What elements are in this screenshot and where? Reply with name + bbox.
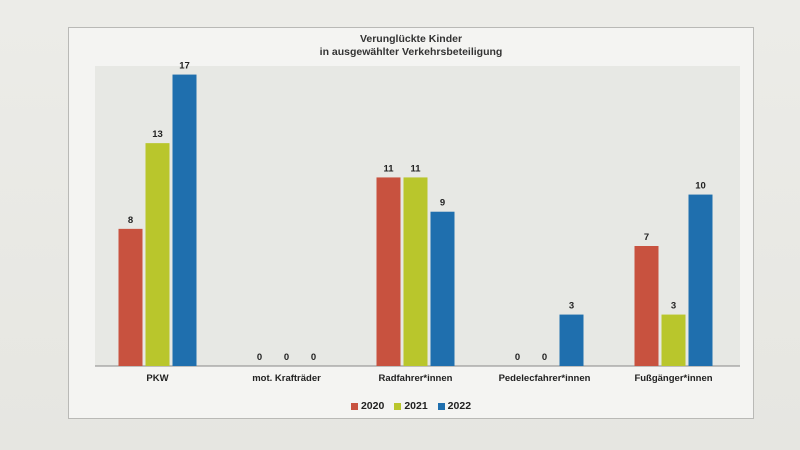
x-tick-label: Radfahrer*innen [379, 373, 453, 384]
legend-label: 2022 [447, 400, 472, 412]
legend-swatch [394, 402, 402, 410]
data-label-4-2021: 3 [671, 301, 676, 312]
x-tick-label: PKW [146, 373, 168, 384]
data-label-1-2022: 0 [311, 352, 316, 363]
legend-label: 2020 [360, 400, 385, 412]
data-label-2-2020: 11 [383, 163, 394, 174]
x-tick-label: Fußgänger*innen [634, 373, 712, 384]
data-label-4-2022: 10 [695, 181, 706, 192]
legend-item-2020: 2020 [350, 400, 385, 412]
data-label-0-2020: 8 [128, 215, 133, 226]
bar-3-2022 [559, 314, 584, 366]
legend: 2020 2021 2022 [68, 400, 754, 412]
x-tick-label: Pedelecfahrer*innen [499, 373, 591, 384]
chart-title-block: Verunglückte Kinder in ausgewählter Verk… [68, 33, 754, 59]
bar-2-2021 [403, 177, 428, 366]
bar-0-2022 [172, 74, 197, 367]
bar-0-2020 [118, 228, 143, 366]
legend-item-2021: 2021 [394, 400, 428, 412]
bar-2-2022 [430, 211, 455, 366]
data-label-1-2021: 0 [284, 352, 289, 363]
x-tick-label: mot. Krafträder [252, 373, 321, 384]
bar-4-2020 [634, 246, 659, 366]
data-label-2-2021: 11 [410, 163, 421, 174]
data-label-0-2021: 13 [152, 129, 163, 140]
data-label-0-2022: 17 [179, 61, 190, 72]
chart-title: Verunglückte Kinder [359, 33, 463, 45]
legend-item-2022: 2022 [437, 400, 472, 412]
data-label-2-2022: 9 [440, 198, 445, 209]
data-label-4-2020: 7 [644, 232, 649, 243]
bar-2-2020 [376, 177, 401, 366]
data-label-1-2020: 0 [257, 352, 262, 363]
bar-4-2022 [688, 194, 713, 366]
bar-0-2021 [145, 143, 170, 366]
data-label-3-2020: 0 [515, 352, 520, 363]
chart-subtitle: in ausgewählter Verkehrsbeteiligung [319, 46, 503, 58]
legend-swatch [350, 402, 358, 410]
data-label-3-2021: 0 [542, 352, 547, 363]
data-label-3-2022: 3 [569, 301, 574, 312]
legend-label: 2021 [404, 400, 428, 412]
legend-swatch [437, 402, 445, 410]
bar-4-2021 [661, 314, 686, 366]
